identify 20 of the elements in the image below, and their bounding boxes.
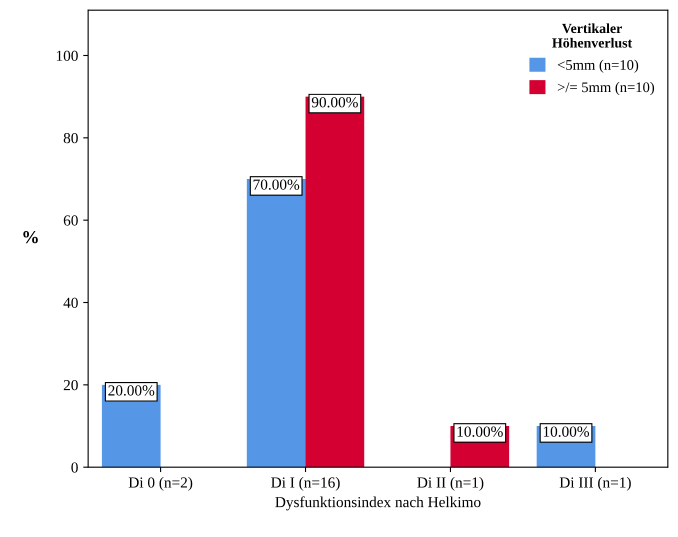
legend-title: Vertikaler Höhenverlust <box>552 23 632 48</box>
data-label: 10.00% <box>544 426 590 437</box>
data-label: 90.00% <box>312 97 358 108</box>
y-axis-title: % <box>23 231 38 244</box>
x-tick-label: Di II (n=1) <box>417 476 484 491</box>
x-tick-label: Di 0 (n=2) <box>128 476 192 491</box>
y-tick-label: 40 <box>63 298 78 308</box>
legend-label: <5mm (n=10) <box>558 60 638 73</box>
y-tick-label: 80 <box>64 132 78 144</box>
x-tick-label: Di I (n=16) <box>271 476 340 491</box>
x-axis-title: Dysfunktionsindex nach Helkimo <box>275 496 481 510</box>
y-tick-label: 60 <box>64 215 78 226</box>
data-label: 10.00% <box>458 426 503 437</box>
legend-label: >/= 5mm (n=10) <box>558 82 654 96</box>
data-label: 20.00% <box>108 385 154 396</box>
x-tick-label: Di III (n=1) <box>560 476 631 491</box>
data-label: 70.00% <box>254 179 300 190</box>
y-tick-label: 0 <box>71 462 78 473</box>
y-tick-label: 100 <box>56 50 78 61</box>
y-tick-label: 20 <box>64 380 78 390</box>
